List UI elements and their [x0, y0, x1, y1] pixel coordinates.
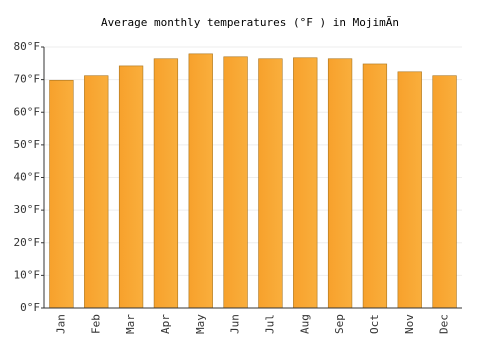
bar [362, 63, 388, 309]
y-tick-label: 20°F [14, 236, 41, 249]
x-tick-label: Nov [403, 314, 416, 334]
x-tick-label: Jan [54, 314, 67, 334]
bar [49, 79, 74, 309]
x-tick-label: Jul [263, 314, 276, 334]
y-tick-label: 50°F [14, 138, 41, 151]
x-tick-label: Sep [333, 314, 346, 334]
x-tick-label: Apr [159, 314, 172, 334]
bar [84, 75, 109, 309]
bar [327, 58, 353, 309]
y-tick-label: 30°F [14, 203, 41, 216]
x-tick-label: May [194, 314, 207, 334]
y-tick-label: 60°F [14, 105, 41, 118]
bar [432, 75, 457, 309]
x-tick-label: Dec [438, 314, 451, 334]
bar [397, 71, 422, 309]
x-tick-label: Feb [89, 314, 102, 334]
bar [258, 58, 283, 309]
chart-title: Average monthly temperatures (°F ) in Mo… [101, 16, 399, 29]
y-tick-label: 10°F [14, 268, 41, 281]
bar [293, 57, 318, 309]
bar [223, 56, 248, 309]
x-tick-label: Oct [368, 314, 381, 334]
y-tick-label: 80°F [14, 40, 41, 53]
y-tick-label: 70°F [14, 73, 41, 86]
bar [153, 58, 179, 309]
x-tick-label: Aug [298, 314, 311, 334]
x-tick-label: Jun [229, 314, 242, 334]
y-tick-label: 40°F [14, 171, 41, 184]
y-tick-label: 0°F [20, 301, 40, 314]
bar [188, 53, 213, 309]
bar [118, 65, 144, 309]
x-tick-label: Mar [124, 314, 137, 334]
